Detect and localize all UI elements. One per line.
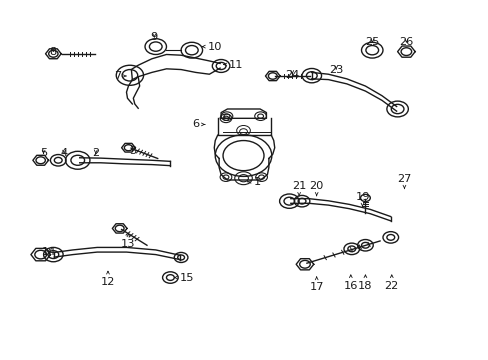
- Text: 3: 3: [128, 146, 136, 156]
- Text: 24: 24: [285, 69, 299, 80]
- Text: 14: 14: [41, 247, 56, 257]
- Text: 1: 1: [253, 177, 260, 187]
- Text: 4: 4: [61, 148, 67, 158]
- Text: 27: 27: [396, 174, 411, 184]
- Text: 2: 2: [92, 148, 99, 158]
- Text: 5: 5: [40, 148, 47, 158]
- Text: 9: 9: [150, 32, 158, 42]
- Text: 18: 18: [357, 281, 372, 291]
- Text: 6: 6: [192, 120, 199, 129]
- Text: 7: 7: [114, 71, 122, 81]
- Text: 23: 23: [328, 64, 343, 75]
- Text: 15: 15: [180, 273, 194, 283]
- Text: 22: 22: [384, 281, 398, 291]
- Text: 13: 13: [121, 239, 136, 249]
- Text: 26: 26: [398, 37, 413, 47]
- Text: 20: 20: [309, 181, 323, 192]
- Text: 21: 21: [291, 181, 305, 192]
- Text: 10: 10: [207, 42, 222, 51]
- Text: 12: 12: [101, 277, 115, 287]
- Text: 19: 19: [354, 192, 369, 202]
- Text: 25: 25: [365, 37, 379, 47]
- Text: 16: 16: [343, 281, 357, 291]
- Text: 17: 17: [309, 282, 323, 292]
- Text: 8: 8: [50, 46, 57, 57]
- Text: 11: 11: [228, 59, 243, 69]
